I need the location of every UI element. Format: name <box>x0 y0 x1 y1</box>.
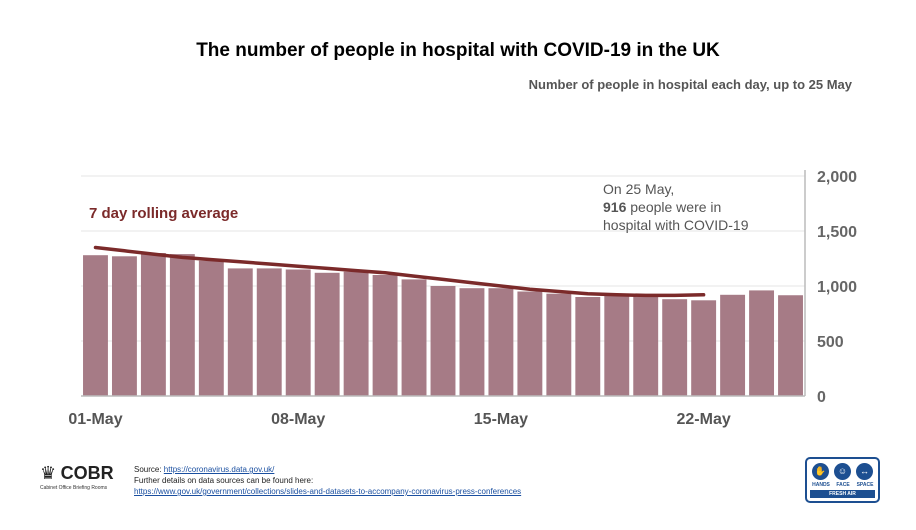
bar <box>83 255 108 396</box>
space-icon: ↔ <box>856 463 873 480</box>
bar <box>488 288 514 396</box>
x-tick-label: 08-May <box>271 411 325 428</box>
source-notes: Source: https://coronavirus.data.gov.uk/… <box>134 464 521 497</box>
bar <box>169 254 195 396</box>
y-tick-label: 1,500 <box>817 224 857 241</box>
y-tick-label: 0 <box>817 389 826 406</box>
badge-face-label: FACE <box>836 482 850 488</box>
face-mask-icon: ☺ <box>834 463 851 480</box>
bar <box>314 272 340 396</box>
bar <box>111 256 137 396</box>
bar <box>778 295 803 396</box>
cobr-logo-subtitle: Cabinet Office Briefing Rooms <box>40 485 108 491</box>
bar <box>401 279 427 396</box>
annotation-latest-value: On 25 May, 916 people were in hospital w… <box>603 180 763 234</box>
bar <box>198 260 224 396</box>
bar <box>343 271 369 396</box>
source-label: Source: <box>134 465 164 474</box>
bar <box>749 290 775 396</box>
further-details-text: Further details on data sources can be f… <box>134 476 314 485</box>
x-tick-label: 01-May <box>68 411 122 428</box>
chart-title: The number of people in hospital with CO… <box>196 40 720 61</box>
bar <box>633 295 659 396</box>
cobr-logo-text: COBR <box>60 463 114 483</box>
y-tick-label: 2,000 <box>817 169 857 186</box>
details-link[interactable]: https://www.gov.uk/government/collection… <box>134 487 522 496</box>
bar <box>517 291 543 396</box>
bar <box>227 268 253 396</box>
bar <box>285 269 311 396</box>
x-tick-label: 15-May <box>474 411 528 428</box>
badge-hands-label: HANDS <box>812 482 830 488</box>
bar <box>546 293 572 396</box>
badge-space-label: SPACE <box>856 482 874 488</box>
hands-icon: ✋ <box>812 463 829 480</box>
x-tick-label: 22-May <box>677 411 731 428</box>
bar <box>140 253 166 396</box>
annotation-value: 916 <box>603 199 627 215</box>
chart-subtitle: Number of people in hospital each day, u… <box>528 77 852 92</box>
badge-fresh-air-label: FRESH AIR <box>810 490 875 498</box>
rolling-average-line <box>93 245 706 298</box>
legend-rolling-average: 7 day rolling average <box>89 205 239 222</box>
bar <box>604 295 630 396</box>
royal-crest-icon: ♛ <box>40 463 57 483</box>
bar <box>691 300 717 396</box>
y-tick-label: 500 <box>817 334 844 351</box>
annotation-prefix: On 25 May, <box>603 181 675 197</box>
bar <box>662 299 688 396</box>
annotation-suffix: people were in hospital with COVID-19 <box>603 199 749 233</box>
hands-face-space-badge: ✋ ☺ ↔ HANDS FACE SPACE FRESH AIR <box>805 457 880 503</box>
bar <box>256 268 282 396</box>
source-link[interactable]: https://coronavirus.data.gov.uk/ <box>163 465 275 474</box>
bar <box>430 286 456 396</box>
bar <box>372 275 398 396</box>
bar <box>575 297 601 396</box>
bar <box>720 294 746 396</box>
cobr-logo: ♛ COBR Cabinet Office Briefing Rooms <box>40 463 130 491</box>
bar <box>459 288 485 396</box>
y-tick-label: 1,000 <box>817 279 857 296</box>
